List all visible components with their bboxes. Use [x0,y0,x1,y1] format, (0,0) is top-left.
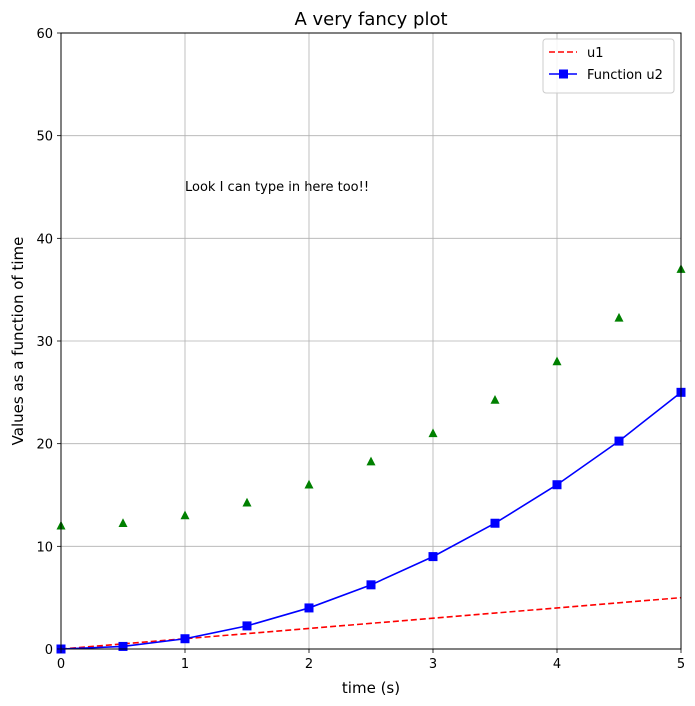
series-0 [60,596,682,650]
triangle-marker [428,428,438,438]
triangle-marker [180,510,190,520]
annotation: Look I can type in here too!! [185,180,369,195]
legend: u1 Function u2 [542,38,675,94]
y-tick-label: 20 [36,438,53,453]
square-marker [552,480,562,490]
y-tick-label: 0 [45,643,53,658]
triangle-marker [552,356,562,366]
square-marker [614,436,624,446]
square-marker [180,634,190,644]
chart-title: A very fancy plot [294,9,447,30]
x-tick-label: 5 [677,657,685,672]
triangle-marker [242,497,252,507]
triangle-marker [366,456,376,466]
y-tick-label: 40 [36,232,53,247]
legend-label: u1 [587,46,604,61]
x-axis-label: time (s) [342,679,400,697]
x-tick-label: 1 [181,657,189,672]
square-marker [304,603,314,613]
x-tick-label: 4 [553,657,561,672]
square-marker [428,552,438,562]
series-1 [56,387,686,654]
triangle-marker [490,395,500,404]
square-marker [118,641,128,651]
square-marker [242,621,252,631]
y-tick-label: 50 [36,130,53,145]
y-axis-label: Values as a function of time [9,237,27,446]
legend-label: Function u2 [587,68,663,83]
triangle-marker [304,479,314,489]
y-tick-label: 10 [36,540,53,555]
grid [60,32,682,650]
x-tick-label: 0 [57,657,65,672]
y-tick-label: 30 [36,335,53,350]
triangle-marker [614,312,624,322]
x-tick-label: 3 [429,657,437,672]
series-2 [56,264,686,530]
series-line [60,596,682,650]
square-marker [490,518,500,528]
y-tick-label: 60 [36,27,53,42]
x-tick-label: 2 [305,657,313,672]
legend-marker [559,69,568,79]
triangle-marker [118,518,128,527]
series-line [60,391,682,650]
legend-box [542,38,675,94]
square-marker [366,580,376,590]
series-layer [56,264,686,654]
